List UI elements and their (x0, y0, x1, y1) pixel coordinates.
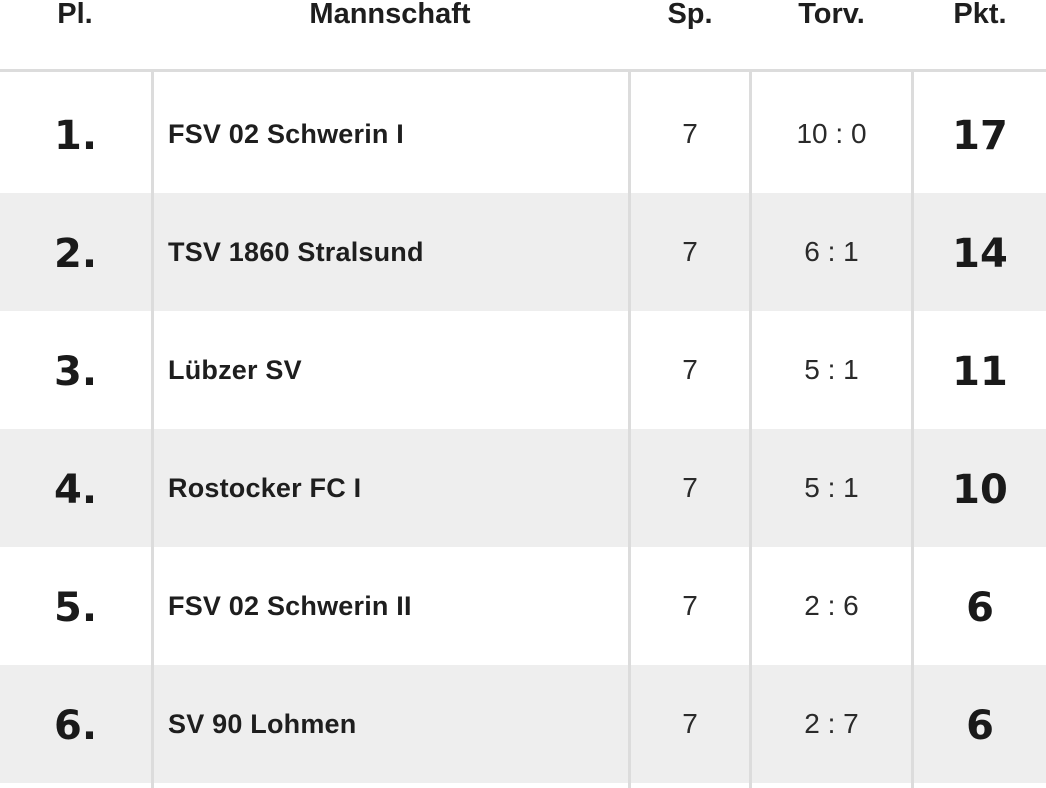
header-place: Pl. (57, 0, 93, 30)
points-cell: 14 (952, 231, 1008, 277)
goals-cell: 2 : 7 (804, 708, 859, 739)
team-cell: FSV 02 Schwerin I (168, 118, 404, 149)
table-row: 4. Rostocker FC I 7 5 : 1 10 (0, 429, 1046, 547)
table-row: 6. SV 90 Lohmen 7 2 : 7 6 (0, 665, 1046, 783)
column-divider (628, 72, 631, 788)
place-cell: 5. (53, 585, 98, 631)
place-cell: 2. (53, 231, 98, 277)
place-cell: 4. (53, 467, 98, 513)
place-cell: 6. (53, 703, 98, 749)
column-divider (749, 72, 752, 788)
points-cell: 6 (966, 585, 994, 631)
team-cell: TSV 1860 Stralsund (168, 236, 424, 267)
games-cell: 7 (682, 118, 698, 149)
table-row: 1. FSV 02 Schwerin I 7 10 : 0 17 (0, 75, 1046, 193)
team-cell: SV 90 Lohmen (168, 708, 357, 739)
team-cell: Lübzer SV (168, 354, 302, 385)
header-team: Mannschaft (309, 0, 471, 30)
games-cell: 7 (682, 708, 698, 739)
goals-cell: 5 : 1 (804, 472, 859, 503)
games-cell: 7 (682, 472, 698, 503)
column-divider (151, 72, 154, 788)
standings-table-body: 1. FSV 02 Schwerin I 7 10 : 0 17 2. TSV … (0, 75, 1046, 783)
place-cell: 1. (53, 113, 98, 159)
table-row: 5. FSV 02 Schwerin II 7 2 : 6 6 (0, 547, 1046, 665)
standings-table-header: Pl. Mannschaft Sp. Torv. Pkt. (0, 0, 1046, 72)
header-games: Sp. (667, 0, 713, 30)
goals-cell: 6 : 1 (804, 236, 859, 267)
team-cell: Rostocker FC I (168, 472, 362, 503)
place-cell: 3. (53, 349, 98, 395)
points-cell: 10 (952, 467, 1008, 513)
points-cell: 6 (966, 703, 994, 749)
goals-cell: 10 : 0 (796, 118, 867, 149)
points-cell: 17 (952, 113, 1008, 159)
games-cell: 7 (682, 236, 698, 267)
table-row: 3. Lübzer SV 7 5 : 1 11 (0, 311, 1046, 429)
header-points: Pkt. (953, 0, 1007, 30)
goals-cell: 2 : 6 (804, 590, 859, 621)
table-row: 2. TSV 1860 Stralsund 7 6 : 1 14 (0, 193, 1046, 311)
team-cell: FSV 02 Schwerin II (168, 590, 412, 621)
header-goals: Torv. (798, 0, 865, 30)
points-cell: 11 (952, 349, 1008, 395)
goals-cell: 5 : 1 (804, 354, 859, 385)
column-divider (911, 72, 914, 788)
games-cell: 7 (682, 590, 698, 621)
games-cell: 7 (682, 354, 698, 385)
